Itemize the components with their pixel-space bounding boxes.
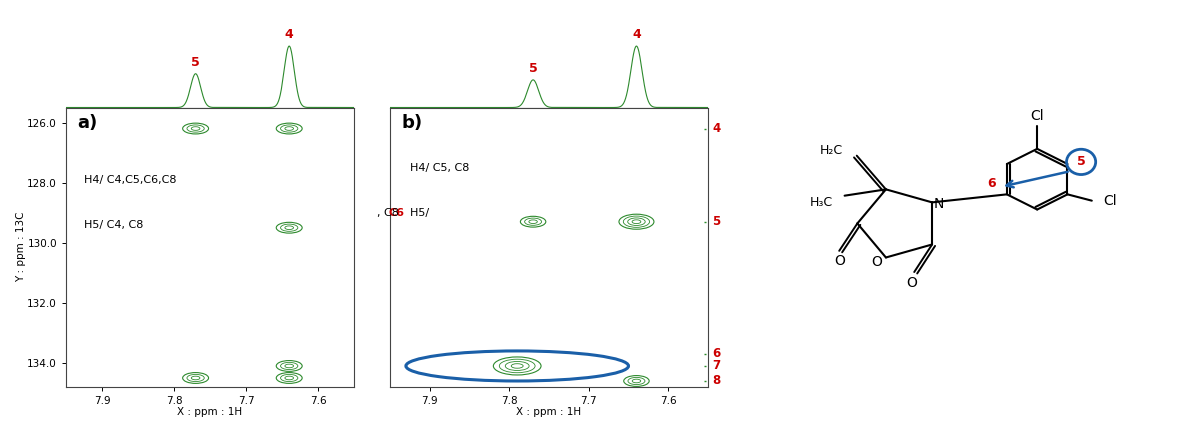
Text: 5: 5 xyxy=(1076,155,1086,169)
Text: 7: 7 xyxy=(712,359,720,372)
Text: 4: 4 xyxy=(712,122,720,135)
Text: 4: 4 xyxy=(284,28,294,41)
Text: H₂C: H₂C xyxy=(820,144,844,157)
Text: b): b) xyxy=(402,114,424,132)
Text: 5: 5 xyxy=(191,56,200,69)
X-axis label: X : ppm : 1H: X : ppm : 1H xyxy=(516,407,582,418)
Text: C6: C6 xyxy=(389,208,404,218)
Text: N: N xyxy=(934,197,944,212)
Y-axis label: Y : ppm : 13C: Y : ppm : 13C xyxy=(16,212,26,283)
Text: O: O xyxy=(906,276,917,289)
Text: O: O xyxy=(834,255,845,268)
Text: H₃C: H₃C xyxy=(810,196,833,209)
Text: 5: 5 xyxy=(529,62,538,75)
Text: 6: 6 xyxy=(712,347,720,360)
Text: , C8: , C8 xyxy=(378,208,400,218)
Text: 6: 6 xyxy=(988,177,996,190)
Text: H4/ C4,C5,C6,C8: H4/ C4,C5,C6,C8 xyxy=(84,175,176,184)
Text: H5/: H5/ xyxy=(410,208,432,218)
Text: 5: 5 xyxy=(712,215,720,228)
X-axis label: X : ppm : 1H: X : ppm : 1H xyxy=(178,407,242,418)
Text: 4: 4 xyxy=(632,28,641,41)
Text: H4/ C5, C8: H4/ C5, C8 xyxy=(410,163,469,172)
Text: Cl: Cl xyxy=(1104,194,1117,208)
Text: H5/ C4, C8: H5/ C4, C8 xyxy=(84,220,143,230)
Text: O: O xyxy=(871,255,883,269)
Text: a): a) xyxy=(77,114,97,132)
Text: 8: 8 xyxy=(712,375,720,387)
Text: Cl: Cl xyxy=(1031,109,1044,123)
